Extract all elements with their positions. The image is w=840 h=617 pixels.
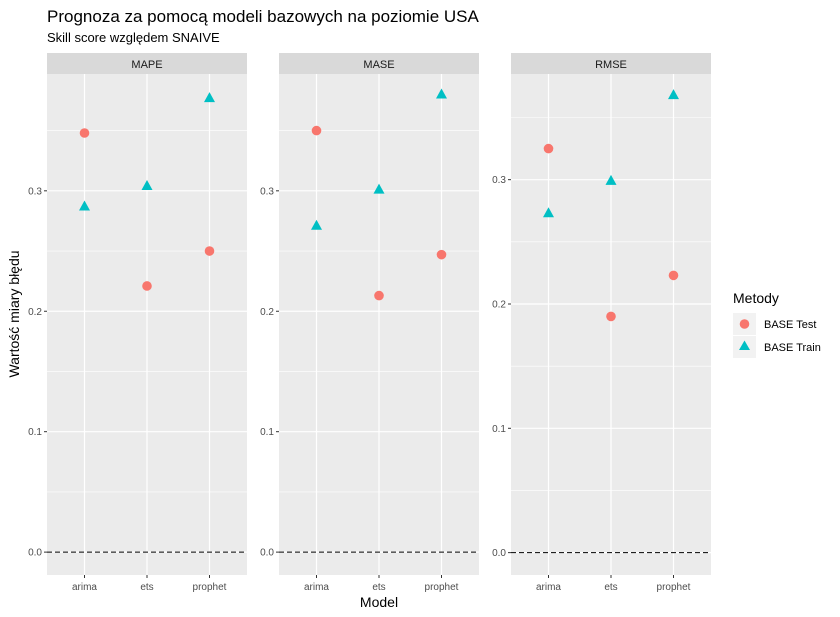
point-base-train bbox=[436, 88, 447, 99]
facet-rmse: RMSE 0.0 0.1 0.2 0.3 arima ets prophet bbox=[492, 53, 711, 593]
y-tick-label: 0.2 bbox=[492, 299, 506, 310]
x-tick-label: arima bbox=[304, 582, 329, 593]
x-tick-label: prophet bbox=[193, 582, 227, 593]
point-base-train bbox=[204, 92, 215, 103]
x-tick-label: ets bbox=[372, 582, 385, 593]
point-base-train bbox=[141, 180, 153, 191]
chart-subtitle: Skill score względem SNAIVE bbox=[47, 30, 220, 45]
x-tick-label: arima bbox=[536, 582, 561, 593]
y-tick-label: 0.3 bbox=[260, 186, 274, 197]
legend-label-base-test: BASE Test bbox=[764, 319, 816, 331]
x-tick-label: prophet bbox=[425, 582, 459, 593]
facet-mape: MAPE 0.0 0.1 0.2 0.3 arima ets prophet bbox=[28, 53, 247, 593]
point-base-test bbox=[606, 311, 616, 322]
y-axis-label: Wartość miary błędu bbox=[6, 250, 22, 377]
point-base-train bbox=[543, 207, 554, 218]
x-axis-label: Model bbox=[360, 594, 398, 610]
point-base-test bbox=[142, 281, 152, 291]
y-tick-label: 0.3 bbox=[28, 186, 42, 197]
y-tick-label: 0.1 bbox=[492, 424, 506, 435]
legend-marker-base-test bbox=[739, 319, 750, 329]
facet-strip-label: MASE bbox=[363, 59, 394, 71]
facet-strip-label: MAPE bbox=[131, 59, 162, 71]
legend-title: Metody bbox=[733, 290, 779, 306]
chart-title: Prognoza za pomocą modeli bazowych na po… bbox=[47, 7, 480, 26]
facet-panels: MAPE 0.0 0.1 0.2 0.3 arima ets prophet MASE 0.0 0.… bbox=[28, 53, 711, 593]
x-tick-label: prophet bbox=[657, 582, 691, 593]
legend: Metody BASE Test BASE Train bbox=[733, 290, 821, 358]
y-tick-label: 0.1 bbox=[260, 427, 274, 438]
facet-mase: MASE 0.0 0.1 0.2 0.3 arima ets prophet bbox=[260, 53, 479, 593]
point-base-train bbox=[79, 200, 90, 211]
x-tick-label: ets bbox=[140, 582, 153, 593]
y-tick-label: 0.0 bbox=[492, 548, 506, 559]
y-tick-label: 0.0 bbox=[28, 548, 42, 559]
x-tick-label: ets bbox=[604, 582, 617, 593]
facet-strip bbox=[279, 53, 479, 74]
point-base-train bbox=[311, 219, 322, 230]
point-base-test bbox=[204, 246, 215, 256]
point-base-train bbox=[668, 89, 679, 100]
point-base-test bbox=[311, 125, 322, 136]
facet-strip bbox=[47, 53, 247, 74]
point-base-test bbox=[668, 270, 679, 281]
y-tick-label: 0.3 bbox=[492, 175, 506, 186]
point-base-test bbox=[436, 249, 447, 260]
point-base-test bbox=[79, 128, 90, 138]
y-tick-label: 0.2 bbox=[28, 307, 42, 318]
point-base-train bbox=[605, 174, 617, 185]
point-base-test bbox=[543, 143, 554, 154]
y-tick-label: 0.0 bbox=[260, 548, 274, 559]
y-tick-label: 0.2 bbox=[260, 307, 274, 318]
point-base-train bbox=[373, 183, 385, 194]
facet-strip bbox=[511, 53, 711, 74]
legend-label-base-train: BASE Train bbox=[764, 342, 821, 354]
point-base-test bbox=[374, 290, 384, 301]
x-tick-label: arima bbox=[72, 582, 97, 593]
legend-marker-base-train bbox=[739, 340, 750, 350]
y-tick-label: 0.1 bbox=[28, 427, 42, 438]
facet-strip-label: RMSE bbox=[595, 59, 627, 71]
